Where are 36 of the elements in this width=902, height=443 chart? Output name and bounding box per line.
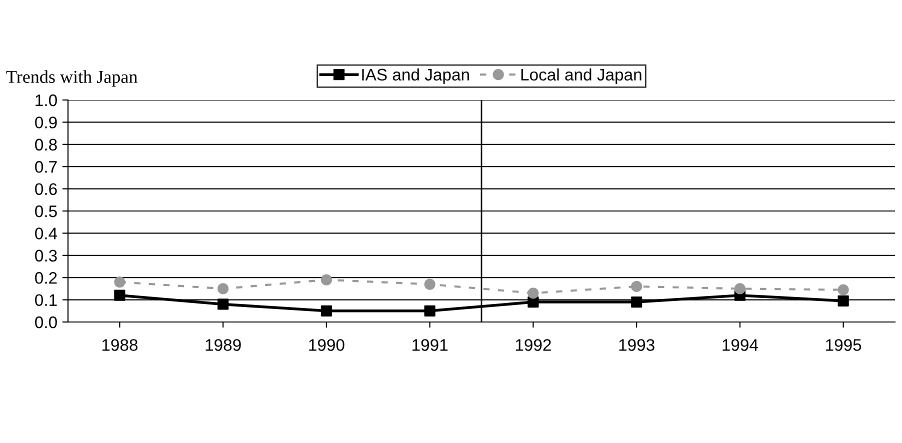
x-tick-label: 1995: [826, 339, 862, 351]
y-tick-label: 0.4: [35, 228, 58, 240]
point: [734, 283, 746, 294]
y-tick-label: 0.0: [35, 316, 57, 328]
y-tick-label: 0.8: [35, 138, 57, 151]
x-tick-label: 1994: [722, 339, 758, 351]
point: [218, 298, 229, 310]
y-tick-label: 0.5: [35, 205, 57, 218]
y-tick-label: 0.1: [35, 294, 57, 306]
point: [320, 274, 332, 286]
point: [838, 284, 849, 296]
y-tick-label: 0.9: [35, 116, 57, 128]
point: [320, 305, 332, 316]
point: [631, 280, 642, 292]
legend-label: Local and Japan: [521, 68, 642, 84]
x-tick-label: 1991: [412, 339, 448, 351]
y-tick-label: 0.2: [35, 272, 57, 284]
point: [424, 305, 436, 316]
point: [114, 290, 126, 301]
y-tick-label: 1.0: [36, 94, 57, 106]
chart-title: Trends with Japan: [6, 70, 138, 87]
y-tick-label: 0.3: [35, 250, 57, 262]
legend-label: IAS and Japan: [362, 68, 469, 84]
x-tick-label: 1989: [206, 339, 241, 351]
point: [528, 288, 539, 299]
point: [114, 276, 126, 288]
x-tick-label: 1990: [309, 339, 344, 351]
point: [838, 295, 849, 306]
y-tick-label: 0.7: [35, 161, 57, 173]
x-tick-label: 1988: [102, 339, 138, 351]
point: [424, 278, 436, 290]
y-tick-label: 0.6: [35, 183, 57, 196]
x-tick-label: 1993: [619, 339, 654, 351]
point: [631, 296, 642, 308]
point: [218, 283, 229, 294]
x-tick-label: 1992: [516, 339, 551, 351]
